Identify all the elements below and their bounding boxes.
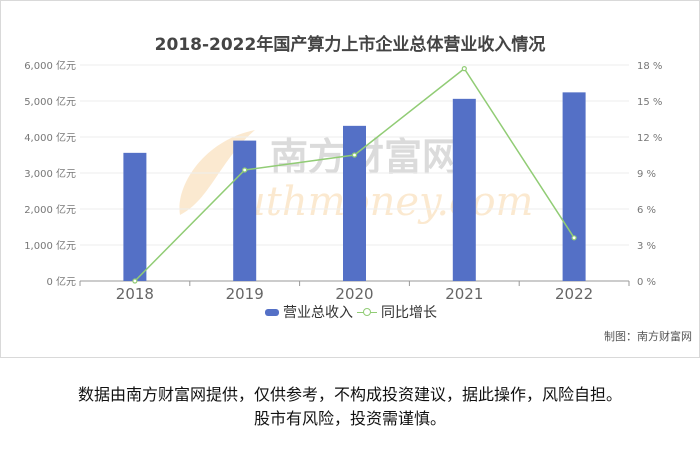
bar-2021 [452,98,476,281]
y-right-tick: 15 % [637,97,662,108]
y-right-tick: 6 % [637,205,656,216]
svg-text:uthmoney.com: uthmoney.com [240,179,533,225]
y-left-tick: 4,000 亿元 [24,131,76,144]
x-tick: 2018 [116,285,154,300]
y-right-tick: 18 % [637,61,662,72]
y-left-tick: 3,000 亿元 [24,167,76,180]
chart-plot: 南方财富网 uthmoney.com 0 亿元1,000 亿元2,000 亿元3… [24,59,662,300]
y-left-tick: 0 亿元 [46,275,76,288]
y-left-tick: 1,000 亿元 [24,239,76,252]
y-right-tick: 0 % [637,277,656,288]
y-left-tick: 5,000 亿元 [24,95,76,108]
source-note: 制图：南方财富网 [604,330,692,343]
y-right-tick: 9 % [637,169,656,180]
bar-2020 [343,125,366,281]
disclaimer-line1: 数据由南方财富网提供，仅供参考，不构成投资建议，据此操作，风险自担。 [77,385,622,404]
chart-title: 2018-2022年国产算力上市企业总体营业收入情况 [154,35,546,55]
disclaimer: 数据由南方财富网提供，仅供参考，不构成投资建议，据此操作，风险自担。 股市有风险… [0,383,700,431]
growth-point-2020 [351,152,358,158]
legend-bar-swatch [265,308,279,316]
y-right-tick: 12 % [637,133,662,144]
growth-point-2019 [242,167,248,173]
growth-point-2022 [571,235,577,241]
bar-2019 [233,140,257,281]
x-tick: 2019 [226,285,264,300]
y-left-tick: 6,000 亿元 [24,59,76,72]
bar-2018 [123,152,147,281]
x-tick: 2021 [445,285,483,300]
growth-point-2021 [461,65,467,72]
y-right-tick: 3 % [637,241,656,252]
legend-growth[interactable]: 同比增长 [381,305,437,321]
y-left-tick: 2,000 亿元 [24,203,76,216]
disclaimer-line2: 股市有风险，投资需谨慎。 [253,409,446,428]
legend: 营业总收入 同比增长 [265,302,437,322]
x-tick: 2020 [335,285,373,300]
x-tick: 2022 [555,285,593,300]
legend-line-swatch [357,307,377,317]
legend-revenue[interactable]: 营业总收入 [283,305,353,321]
growth-point-2018 [132,278,138,284]
bar-2022 [562,92,586,281]
